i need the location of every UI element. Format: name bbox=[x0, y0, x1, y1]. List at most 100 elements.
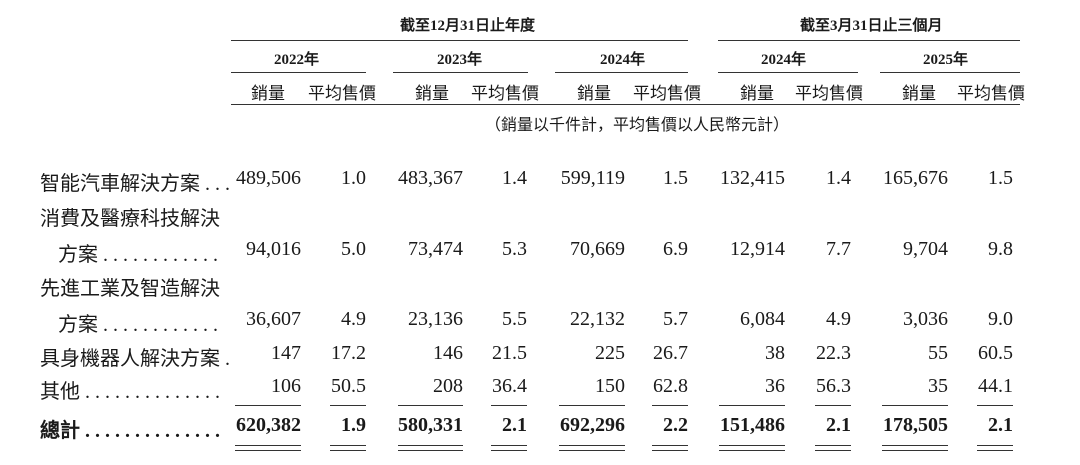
cell-volume: 599,119 bbox=[560, 167, 625, 189]
cell-avg-price: 50.5 bbox=[331, 375, 366, 397]
total-avg-price: 2.1 bbox=[826, 414, 851, 436]
year-rule-2024 bbox=[555, 72, 688, 73]
year-header-2024-q: 2024年 bbox=[761, 52, 807, 68]
row-label: 具身機器人解決方案 . bbox=[40, 348, 230, 370]
column-header-avg-price: 平均售價 bbox=[471, 84, 539, 103]
cell-avg-price: 1.4 bbox=[502, 167, 527, 189]
cell-avg-price: 4.9 bbox=[341, 308, 366, 330]
total-double-rule bbox=[719, 445, 785, 446]
year-header-2022: 2022年 bbox=[274, 52, 320, 68]
column-header-avg-price: 平均售價 bbox=[308, 84, 376, 103]
cell-avg-price: 4.9 bbox=[826, 308, 851, 330]
total-volume: 151,486 bbox=[720, 414, 785, 436]
total-top-rule bbox=[559, 405, 625, 406]
total-top-rule bbox=[491, 405, 527, 406]
total-double-rule bbox=[815, 450, 851, 451]
total-volume: 620,382 bbox=[236, 414, 301, 436]
total-double-rule bbox=[559, 450, 625, 451]
cell-volume: 225 bbox=[595, 342, 625, 364]
cell-volume: 23,136 bbox=[408, 308, 463, 330]
year-header-2025-q: 2025年 bbox=[923, 52, 969, 68]
cell-avg-price: 44.1 bbox=[978, 375, 1013, 397]
year-header-2024: 2024年 bbox=[600, 52, 646, 68]
total-double-rule bbox=[398, 445, 463, 446]
cell-avg-price: 56.3 bbox=[816, 375, 851, 397]
cell-volume: 150 bbox=[595, 375, 625, 397]
total-double-rule bbox=[652, 450, 688, 451]
cell-avg-price: 5.3 bbox=[502, 238, 527, 260]
cell-volume: 38 bbox=[765, 342, 785, 364]
year-rule-2024-q bbox=[718, 72, 858, 73]
cell-volume: 208 bbox=[433, 375, 463, 397]
total-double-rule bbox=[815, 445, 851, 446]
period-year-rule bbox=[231, 40, 688, 41]
total-double-rule bbox=[235, 445, 301, 446]
total-double-rule bbox=[491, 445, 527, 446]
cell-avg-price: 60.5 bbox=[978, 342, 1013, 364]
total-top-rule bbox=[235, 405, 301, 406]
cell-volume: 489,506 bbox=[236, 167, 301, 189]
cell-avg-price: 36.4 bbox=[492, 375, 527, 397]
column-header-volume: 銷量 bbox=[740, 84, 774, 103]
total-avg-price: 1.9 bbox=[341, 414, 366, 436]
cell-avg-price: 22.3 bbox=[816, 342, 851, 364]
cell-volume: 36 bbox=[765, 375, 785, 397]
cell-volume: 147 bbox=[271, 342, 301, 364]
cell-volume: 132,415 bbox=[720, 167, 785, 189]
total-top-rule bbox=[330, 405, 366, 406]
row-label: 方案 . . . . . . . . . . . . bbox=[58, 244, 218, 266]
cell-avg-price: 1.0 bbox=[341, 167, 366, 189]
cell-volume: 55 bbox=[928, 342, 948, 364]
year-rule-2022 bbox=[231, 72, 366, 73]
row-label: 其他 . . . . . . . . . . . . . . bbox=[40, 381, 220, 403]
cell-volume: 22,132 bbox=[570, 308, 625, 330]
total-avg-price: 2.1 bbox=[988, 414, 1013, 436]
unit-note: （銷量以千件計，平均售價以人民幣元計） bbox=[485, 117, 790, 134]
total-volume: 580,331 bbox=[398, 414, 463, 436]
total-avg-price: 2.2 bbox=[663, 414, 688, 436]
period-quarter-header: 截至3月31日止三個月 bbox=[800, 18, 943, 34]
cell-avg-price: 9.8 bbox=[988, 238, 1013, 260]
total-double-rule bbox=[882, 450, 948, 451]
row-label: 消費及醫療科技解決 bbox=[40, 208, 220, 230]
cell-avg-price: 26.7 bbox=[653, 342, 688, 364]
total-top-rule bbox=[719, 405, 785, 406]
total-top-rule bbox=[652, 405, 688, 406]
cell-avg-price: 5.0 bbox=[341, 238, 366, 260]
total-double-rule bbox=[330, 450, 366, 451]
cell-avg-price: 1.5 bbox=[988, 167, 1013, 189]
total-top-rule bbox=[398, 405, 463, 406]
period-year-header: 截至12月31日止年度 bbox=[400, 18, 536, 34]
year-rule-2025-q bbox=[880, 72, 1020, 73]
column-header-volume: 銷量 bbox=[251, 84, 285, 103]
total-double-rule bbox=[719, 450, 785, 451]
cell-avg-price: 7.7 bbox=[826, 238, 851, 260]
cell-avg-price: 1.4 bbox=[826, 167, 851, 189]
total-volume: 178,505 bbox=[883, 414, 948, 436]
cell-volume: 73,474 bbox=[408, 238, 463, 260]
cell-avg-price: 9.0 bbox=[988, 308, 1013, 330]
cell-avg-price: 5.5 bbox=[502, 308, 527, 330]
total-double-rule bbox=[882, 445, 948, 446]
cell-volume: 94,016 bbox=[246, 238, 301, 260]
cell-avg-price: 62.8 bbox=[653, 375, 688, 397]
total-double-rule bbox=[330, 445, 366, 446]
total-avg-price: 2.1 bbox=[502, 414, 527, 436]
row-label: 先進工業及智造解決 bbox=[40, 278, 220, 300]
row-label: 智能汽車解決方案 . . . bbox=[40, 173, 230, 195]
column-header-volume: 銷量 bbox=[415, 84, 449, 103]
cell-volume: 6,084 bbox=[740, 308, 785, 330]
total-top-rule bbox=[977, 405, 1013, 406]
total-double-rule bbox=[977, 450, 1013, 451]
cell-volume: 106 bbox=[271, 375, 301, 397]
column-header-volume: 銷量 bbox=[902, 84, 936, 103]
total-double-rule bbox=[977, 445, 1013, 446]
cell-volume: 35 bbox=[928, 375, 948, 397]
column-header-volume: 銷量 bbox=[577, 84, 611, 103]
cell-avg-price: 17.2 bbox=[331, 342, 366, 364]
total-double-rule bbox=[491, 450, 527, 451]
cell-avg-price: 5.7 bbox=[663, 308, 688, 330]
total-top-rule bbox=[815, 405, 851, 406]
total-label: 總計 . . . . . . . . . . . . . . bbox=[40, 420, 220, 442]
year-header-2023: 2023年 bbox=[437, 52, 483, 68]
